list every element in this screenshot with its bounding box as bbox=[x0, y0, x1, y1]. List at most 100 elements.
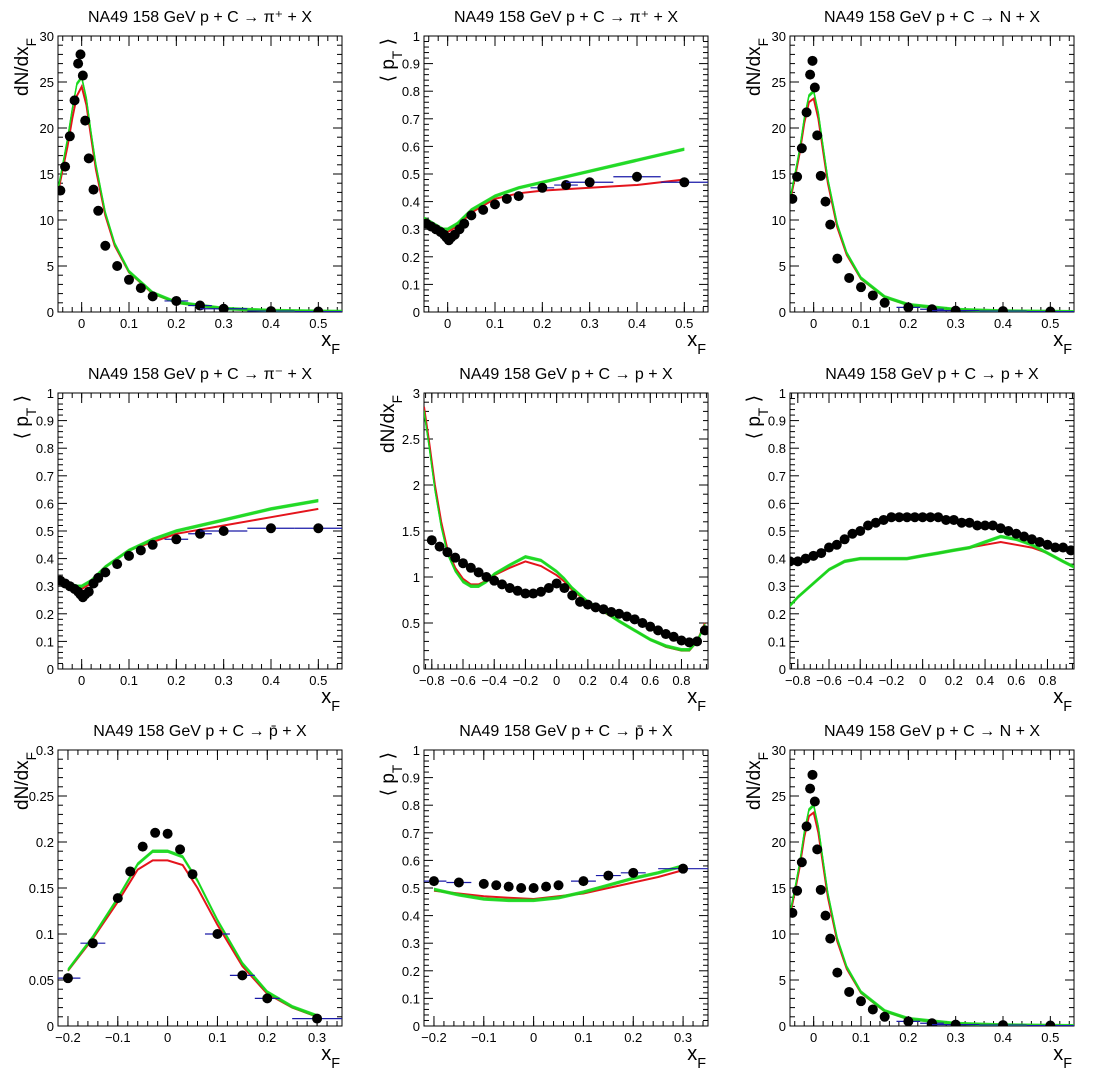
y-tick-label: 0.5 bbox=[768, 524, 786, 539]
x-tick-label: 0 bbox=[444, 316, 451, 331]
data-point bbox=[575, 596, 586, 607]
x-tick-label: −0.2 bbox=[879, 673, 905, 688]
data-point bbox=[867, 1004, 878, 1015]
data-point bbox=[73, 58, 84, 69]
x-tick-label: 0.4 bbox=[976, 673, 994, 688]
data-point bbox=[909, 512, 920, 523]
data-point bbox=[1034, 537, 1045, 548]
data-point bbox=[807, 769, 818, 780]
series-model-green bbox=[433, 864, 684, 900]
y-tick-label: 0.7 bbox=[36, 469, 54, 484]
x-tick-label: 0.1 bbox=[852, 1030, 870, 1045]
y-tick-label: 0.1 bbox=[36, 927, 54, 942]
x-tick-label: 0 bbox=[78, 316, 85, 331]
y-tick-label: 1 bbox=[413, 743, 420, 758]
data-point bbox=[497, 579, 508, 590]
y-tick-label: 0.3 bbox=[768, 579, 786, 594]
series-model-green bbox=[424, 412, 706, 652]
data-point bbox=[790, 907, 798, 918]
data-point bbox=[459, 218, 470, 229]
data-point bbox=[590, 602, 601, 613]
data-point bbox=[237, 970, 248, 981]
data-point bbox=[950, 305, 961, 312]
data-point bbox=[998, 306, 1008, 312]
data-point bbox=[925, 512, 936, 523]
y-tick-label: 1 bbox=[413, 570, 420, 585]
y-tick-label: 15 bbox=[772, 167, 786, 182]
data-point bbox=[1042, 539, 1053, 550]
x-tick-label: −0.4 bbox=[481, 673, 507, 688]
x-tick-label: 0.3 bbox=[215, 673, 233, 688]
data-point bbox=[844, 986, 855, 997]
data-point bbox=[536, 586, 547, 597]
series-model-red bbox=[67, 859, 318, 1018]
series-model-green bbox=[424, 410, 706, 650]
y-tick-label: 5 bbox=[779, 259, 786, 274]
data-point bbox=[137, 841, 148, 852]
data-point bbox=[886, 512, 897, 523]
data-point bbox=[58, 185, 66, 196]
plot-frame bbox=[789, 35, 1075, 313]
data-point bbox=[1065, 545, 1074, 556]
chart-panel-1: NA49 158 GeV p + C → π⁺ + X 0 5 10 15 20 25 30 0… bbox=[12, 9, 343, 358]
x-tick-label: 0.4 bbox=[994, 316, 1012, 331]
plot-frame bbox=[423, 35, 709, 313]
x-tick-label: 0 bbox=[164, 1030, 171, 1045]
data-point bbox=[426, 535, 437, 546]
data-point bbox=[266, 306, 276, 312]
y-tick-label: 0.6 bbox=[402, 853, 420, 868]
data-point bbox=[313, 306, 324, 312]
plot-frame bbox=[57, 749, 343, 1027]
chart-title: NA49 158 GeV p + C → p̄ + X bbox=[93, 723, 307, 740]
data-point bbox=[824, 542, 835, 553]
series-model-green bbox=[790, 805, 1037, 1026]
data-point bbox=[805, 783, 816, 794]
data-point bbox=[678, 863, 689, 874]
y-tick-label: 0.2 bbox=[36, 607, 54, 622]
data-point bbox=[147, 291, 158, 302]
y-tick-label: 0.1 bbox=[768, 634, 786, 649]
data-point bbox=[567, 590, 578, 601]
x-tick-label: 0.2 bbox=[258, 1030, 276, 1045]
plot-frame bbox=[789, 749, 1075, 1027]
data-point bbox=[512, 585, 523, 596]
data-point bbox=[513, 191, 524, 202]
x-tick-label: 0.2 bbox=[167, 673, 185, 688]
x-tick-label: 0.5 bbox=[675, 316, 693, 331]
y-tick-label: 0.9 bbox=[768, 414, 786, 429]
data-point bbox=[80, 115, 91, 126]
chart-title: NA49 158 GeV p + C → π⁺ + X bbox=[454, 9, 678, 26]
data-point bbox=[825, 933, 836, 944]
y-tick-label: 0.9 bbox=[402, 57, 420, 72]
data-point bbox=[62, 973, 73, 984]
y-tick-label: 20 bbox=[40, 121, 54, 136]
data-point bbox=[809, 82, 820, 93]
y-tick-label: 2 bbox=[413, 478, 420, 493]
plot-area bbox=[790, 769, 1074, 1026]
data-point bbox=[831, 539, 842, 550]
data-point bbox=[878, 514, 889, 525]
x-tick-label: 0 bbox=[78, 673, 85, 688]
chart-panel-5: NA49 158 GeV p + C → p + X 0 0.5 1 1.5 2 2.5 3 −… bbox=[378, 366, 709, 715]
data-point bbox=[809, 796, 820, 807]
chart-panel-3: NA49 158 GeV p + C → N + X 0 5 10 15 20 25 30 0 0… bbox=[744, 9, 1075, 358]
plot-area bbox=[424, 406, 708, 652]
y-tick-label: 0.5 bbox=[402, 616, 420, 631]
x-tick-label: 0 bbox=[810, 316, 817, 331]
y-axis-title: ⟨ pT ⟩ bbox=[378, 752, 405, 796]
data-point bbox=[832, 253, 843, 264]
data-point bbox=[262, 993, 273, 1004]
y-tick-label: 1 bbox=[413, 29, 420, 44]
data-point bbox=[941, 514, 952, 525]
data-point bbox=[645, 621, 656, 632]
data-point bbox=[629, 614, 640, 625]
data-point bbox=[491, 880, 502, 891]
data-point bbox=[856, 282, 866, 293]
data-point bbox=[956, 517, 967, 528]
x-tick-label: −0.2 bbox=[55, 1030, 81, 1045]
x-tick-label: 0.3 bbox=[215, 316, 233, 331]
chart-panel-9: NA49 158 GeV p + C → N + X 0 5 10 15 20 25 30 0 0… bbox=[744, 723, 1075, 1072]
data-point bbox=[792, 171, 803, 182]
data-point bbox=[825, 219, 836, 230]
plot-area bbox=[790, 55, 1074, 312]
